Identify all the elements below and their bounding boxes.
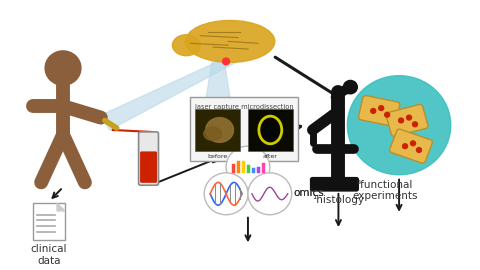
Circle shape [398, 118, 404, 123]
Circle shape [343, 80, 357, 94]
Ellipse shape [172, 35, 200, 56]
Circle shape [384, 112, 390, 117]
Text: clinical
data: clinical data [31, 244, 67, 266]
Polygon shape [100, 62, 236, 130]
Circle shape [248, 173, 292, 215]
Text: ²functional
experiments: ²functional experiments [352, 180, 418, 201]
FancyBboxPatch shape [195, 109, 240, 151]
Circle shape [371, 109, 376, 113]
FancyBboxPatch shape [190, 97, 298, 161]
Circle shape [410, 141, 416, 146]
FancyBboxPatch shape [140, 151, 157, 183]
Circle shape [417, 148, 421, 152]
Circle shape [223, 58, 229, 65]
Text: after: after [263, 154, 278, 159]
Ellipse shape [204, 127, 222, 140]
Text: ¹histology: ¹histology [312, 195, 364, 205]
FancyBboxPatch shape [139, 132, 158, 185]
Ellipse shape [185, 21, 275, 62]
FancyBboxPatch shape [248, 109, 293, 151]
FancyBboxPatch shape [386, 104, 428, 137]
Polygon shape [57, 203, 65, 211]
Circle shape [204, 173, 248, 215]
Circle shape [226, 146, 270, 188]
Circle shape [379, 106, 384, 110]
Polygon shape [200, 60, 236, 135]
Circle shape [403, 144, 408, 148]
Text: omics: omics [294, 188, 324, 198]
Circle shape [45, 51, 81, 85]
Circle shape [348, 76, 451, 175]
FancyBboxPatch shape [390, 129, 432, 163]
Ellipse shape [206, 118, 234, 142]
Ellipse shape [259, 117, 281, 143]
Circle shape [412, 122, 418, 127]
FancyBboxPatch shape [33, 203, 65, 239]
FancyBboxPatch shape [359, 96, 400, 126]
FancyBboxPatch shape [311, 178, 358, 191]
Text: omics: omics [294, 188, 324, 198]
Circle shape [407, 115, 411, 120]
Text: laser capture microdissection: laser capture microdissection [195, 104, 293, 110]
Text: before: before [207, 154, 228, 159]
